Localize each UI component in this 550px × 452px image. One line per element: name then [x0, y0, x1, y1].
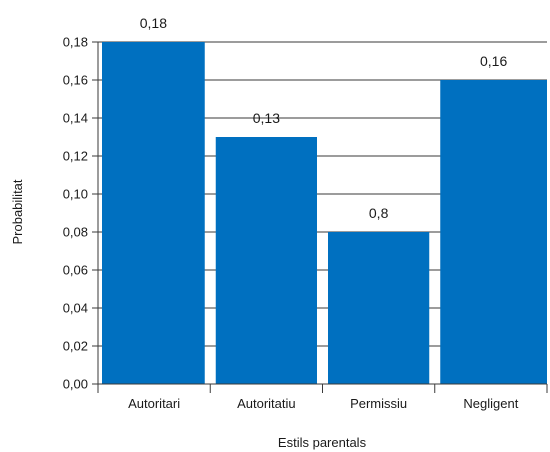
y-tick-label: 0,02 [63, 339, 88, 354]
y-tick-label: 0,14 [63, 111, 88, 126]
y-tick-label: 0,08 [63, 225, 88, 240]
x-axis-title: Estils parentals [278, 435, 367, 450]
y-tick-label: 0,10 [63, 187, 88, 202]
data-label: 0,18 [140, 15, 167, 31]
bars [102, 42, 547, 384]
bar-permissiu [328, 232, 430, 384]
x-tick-label: Autoritatiu [237, 396, 296, 411]
data-label: 0,8 [369, 205, 389, 221]
y-tick-label: 0,16 [63, 73, 88, 88]
y-tick-label: 0,00 [63, 377, 88, 392]
y-tick-label: 0,06 [63, 263, 88, 278]
y-tick-label: 0,04 [63, 301, 88, 316]
x-tick-label: Negligent [463, 396, 518, 411]
data-label: 0,13 [253, 110, 280, 126]
bar-autoritari [102, 42, 205, 384]
y-axis-title: Probabilitat [10, 179, 25, 244]
bar-negligent [440, 80, 547, 384]
axes: 0,00 0,02 0,04 0,06 0,08 0,10 0,12 0,14 0,16 0,18… [63, 35, 548, 411]
data-label: 0,16 [480, 53, 507, 69]
y-tick-label: 0,18 [63, 35, 88, 50]
data-labels: 0,18 0,13 0,8 0,16 [140, 15, 508, 221]
y-tick-label: 0,12 [63, 149, 88, 164]
bar-autoritatiu [215, 137, 317, 384]
x-tick-label: Permissiu [350, 396, 407, 411]
x-tick-label: Autoritari [128, 396, 180, 411]
